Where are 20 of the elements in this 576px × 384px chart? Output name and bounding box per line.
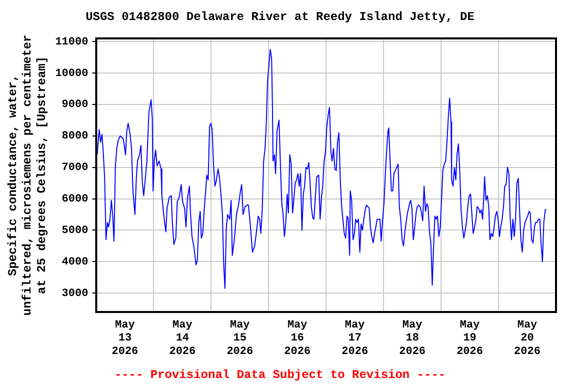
y-tick-label: 8000 — [62, 130, 88, 143]
y-tick-label: 6000 — [62, 194, 88, 206]
x-tick-label: May 20 2026 — [514, 319, 540, 358]
x-tick-label: May 17 2026 — [342, 319, 368, 358]
chart-title: USGS 01482800 Delaware River at Reedy Island Jetty, DE — [86, 10, 474, 24]
y-tick-label: 4000 — [62, 256, 88, 268]
y-tick-label: 9000 — [62, 99, 88, 112]
x-tick-label: May 14 2026 — [169, 319, 196, 358]
y-tick-label: 11000 — [55, 36, 88, 48]
x-tick-label: May 19 2026 — [456, 319, 483, 358]
x-tick-label: May 16 2026 — [284, 319, 311, 358]
x-tick-label: May 13 2026 — [112, 319, 138, 358]
y-tick-label: 10000 — [55, 68, 88, 80]
y-axis-title: Specific conductance, water, unfiltered, microsiemens per centimeter at 25 degrees Celsius, [Upstream] — [6, 34, 50, 316]
y-tick-label: 7000 — [62, 162, 88, 174]
x-tick-label: May 15 2026 — [226, 319, 254, 358]
y-tick-label: 3000 — [62, 288, 88, 300]
x-tick-label: May 18 2026 — [399, 319, 426, 358]
text: ---- Provisional Data Subject to Revision ---- — [114, 368, 446, 382]
y-tick-label: 5000 — [62, 225, 88, 237]
